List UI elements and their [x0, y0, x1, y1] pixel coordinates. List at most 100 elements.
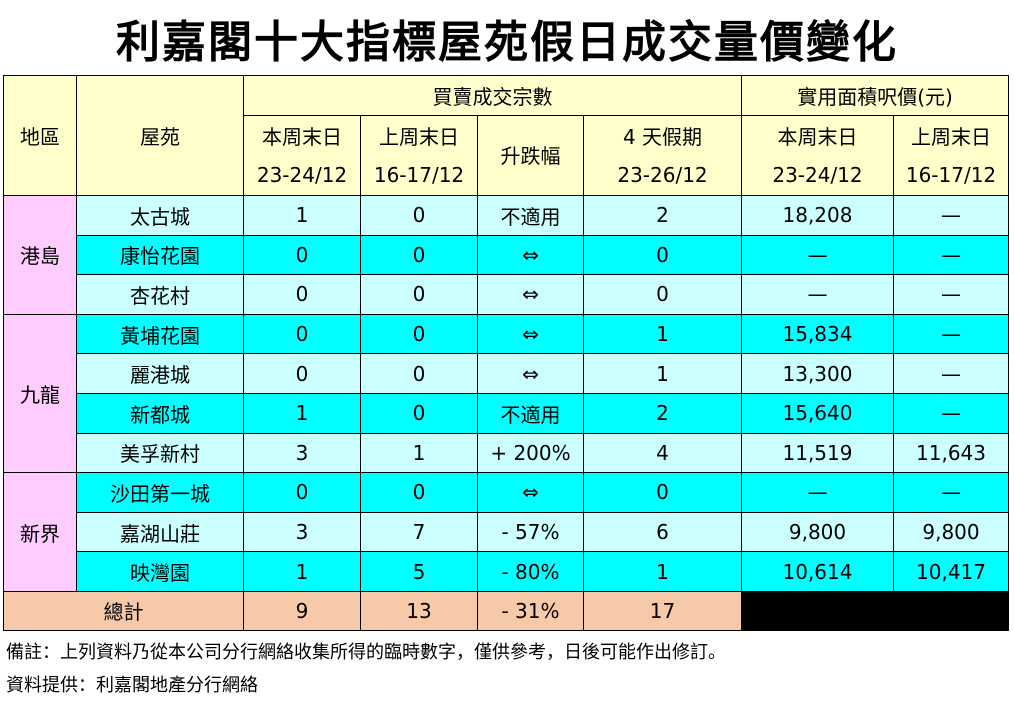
- price-last-cell: —: [892, 313, 1010, 355]
- four-day-cell: 2: [583, 195, 742, 236]
- change-cell: ⇔: [477, 234, 584, 276]
- table-row: 新界 沙田第一城 0 0 ⇔ 0 — —: [3, 472, 1010, 592]
- header-this-weekend: 本周末日 23-24/12: [243, 115, 361, 196]
- price-this-cell: —: [741, 472, 894, 513]
- last-week-cell: 1: [360, 432, 478, 474]
- estate-cell: 太古城: [76, 195, 244, 236]
- last-week-cell: 0: [360, 392, 478, 434]
- total-change: - 31%: [477, 590, 584, 631]
- this-week-cell: 1: [243, 195, 361, 236]
- header-four-day: 4 天假期 23-26/12: [583, 115, 742, 196]
- four-day-cell: 1: [583, 313, 742, 355]
- price-this-cell: —: [741, 274, 894, 315]
- transactions-table: 地區 屋苑 買賣成交宗數 實用面積呎價(元) 本周末日 23-24/12 上周末日…: [3, 75, 1010, 631]
- remark-note: 備註：上列資料乃從本公司分行網絡收集所得的臨時數字，僅供參考，日後可能作出修訂。: [6, 642, 726, 663]
- price-this-cell: 9,800: [741, 511, 894, 553]
- footnotes: 備註：上列資料乃從本公司分行網絡收集所得的臨時數字，僅供參考，日後可能作出修訂。…: [6, 636, 726, 702]
- four-day-cell: 1: [583, 353, 742, 394]
- this-week-cell: 0: [243, 274, 361, 315]
- total-label: 總計: [3, 590, 244, 631]
- total-filler: [740, 590, 1010, 631]
- estate-cell: 沙田第一城: [76, 472, 244, 513]
- header-estate: 屋苑: [76, 75, 244, 196]
- price-last-cell: —: [892, 274, 1010, 315]
- table-row: 嘉湖山莊 3 7 - 57% 6 9,800 9,800: [3, 511, 1010, 553]
- price-last-cell: —: [892, 353, 1010, 394]
- total-four-day: 17: [583, 590, 742, 631]
- estate-cell: 嘉湖山莊: [76, 511, 244, 553]
- table-row: 九龍 黃埔花園 0 0 ⇔ 1 15,834 —: [3, 313, 1010, 474]
- this-week-cell: 3: [243, 432, 361, 474]
- change-cell: ⇔: [477, 274, 584, 315]
- four-day-cell: 0: [583, 274, 742, 315]
- estate-cell: 美孚新村: [76, 432, 244, 474]
- table-row: 新都城 1 0 不適用 2 15,640 —: [3, 392, 1010, 434]
- last-week-cell: 0: [360, 195, 478, 236]
- estate-cell: 黃埔花園: [76, 313, 244, 355]
- page-title: 利嘉閣十大指標屋苑假日成交量價變化: [116, 17, 898, 68]
- change-cell: 不適用: [477, 392, 584, 434]
- this-week-cell: 0: [243, 353, 361, 394]
- table-row: 康怡花園 0 0 ⇔ 0 — —: [3, 234, 1010, 276]
- last-week-cell: 0: [360, 234, 478, 276]
- last-week-cell: 0: [360, 313, 478, 355]
- header-transactions-group: 買賣成交宗數: [243, 75, 742, 116]
- last-week-cell: 5: [360, 551, 478, 592]
- total-last-week: 13: [360, 590, 478, 631]
- last-week-cell: 0: [360, 274, 478, 315]
- last-week-cell: 0: [360, 472, 478, 513]
- this-week-cell: 0: [243, 472, 361, 513]
- estate-cell: 杏花村: [76, 274, 244, 315]
- four-day-cell: 0: [583, 472, 742, 513]
- district-cell: 九龍: [3, 313, 77, 474]
- table-row: 映灣園 1 5 - 80% 1 10,614 10,417: [3, 551, 1010, 592]
- table-row: 港島 太古城 1 0 不適用 2 18,208 —: [3, 195, 1010, 315]
- price-last-cell: 10,417: [892, 551, 1010, 592]
- change-cell: - 80%: [477, 551, 584, 592]
- estate-cell: 映灣園: [76, 551, 244, 592]
- price-last-cell: —: [892, 195, 1010, 236]
- change-cell: + 200%: [477, 432, 584, 474]
- last-week-cell: 0: [360, 353, 478, 394]
- price-this-cell: 18,208: [741, 195, 894, 236]
- change-cell: - 57%: [477, 511, 584, 553]
- estate-cell: 麗港城: [76, 353, 244, 394]
- last-week-cell: 7: [360, 511, 478, 553]
- this-week-cell: 0: [243, 313, 361, 355]
- price-last-cell: —: [892, 472, 1010, 513]
- change-cell: ⇔: [477, 313, 584, 355]
- four-day-cell: 6: [583, 511, 742, 553]
- price-this-cell: 11,519: [741, 432, 894, 474]
- price-this-cell: 10,614: [741, 551, 894, 592]
- price-this-cell: —: [741, 234, 894, 276]
- header-price-this-weekend: 本周末日 23-24/12: [741, 115, 894, 196]
- change-cell: 不適用: [477, 195, 584, 236]
- table-row: 杏花村 0 0 ⇔ 0 — —: [3, 274, 1010, 315]
- this-week-cell: 3: [243, 511, 361, 553]
- header-price-group: 實用面積呎價(元): [740, 75, 1010, 116]
- price-this-cell: 13,300: [741, 353, 894, 394]
- this-week-cell: 1: [243, 551, 361, 592]
- total-row: 總計 9 13 - 31% 17: [3, 590, 1010, 631]
- four-day-cell: 4: [583, 432, 742, 474]
- source-note: 資料提供：利嘉閣地產分行網絡: [6, 675, 258, 696]
- price-this-cell: 15,834: [741, 313, 894, 355]
- estate-cell: 康怡花園: [76, 234, 244, 276]
- header-last-weekend: 上周末日 16-17/12: [360, 115, 478, 196]
- district-cell: 新界: [3, 472, 77, 592]
- header-change: 升跌幅: [477, 115, 584, 196]
- price-last-cell: 9,800: [892, 511, 1010, 553]
- four-day-cell: 2: [583, 392, 742, 434]
- four-day-cell: 0: [583, 234, 742, 276]
- total-this-week: 9: [243, 590, 361, 631]
- price-last-cell: 11,643: [892, 432, 1010, 474]
- this-week-cell: 0: [243, 234, 361, 276]
- price-last-cell: —: [892, 234, 1010, 276]
- table-row: 麗港城 0 0 ⇔ 1 13,300 —: [3, 353, 1010, 394]
- price-last-cell: —: [892, 392, 1010, 434]
- four-day-cell: 1: [583, 551, 742, 592]
- estate-cell: 新都城: [76, 392, 244, 434]
- change-cell: ⇔: [477, 472, 584, 513]
- price-this-cell: 15,640: [741, 392, 894, 434]
- table-row: 美孚新村 3 1 + 200% 4 11,519 11,643: [3, 432, 1010, 474]
